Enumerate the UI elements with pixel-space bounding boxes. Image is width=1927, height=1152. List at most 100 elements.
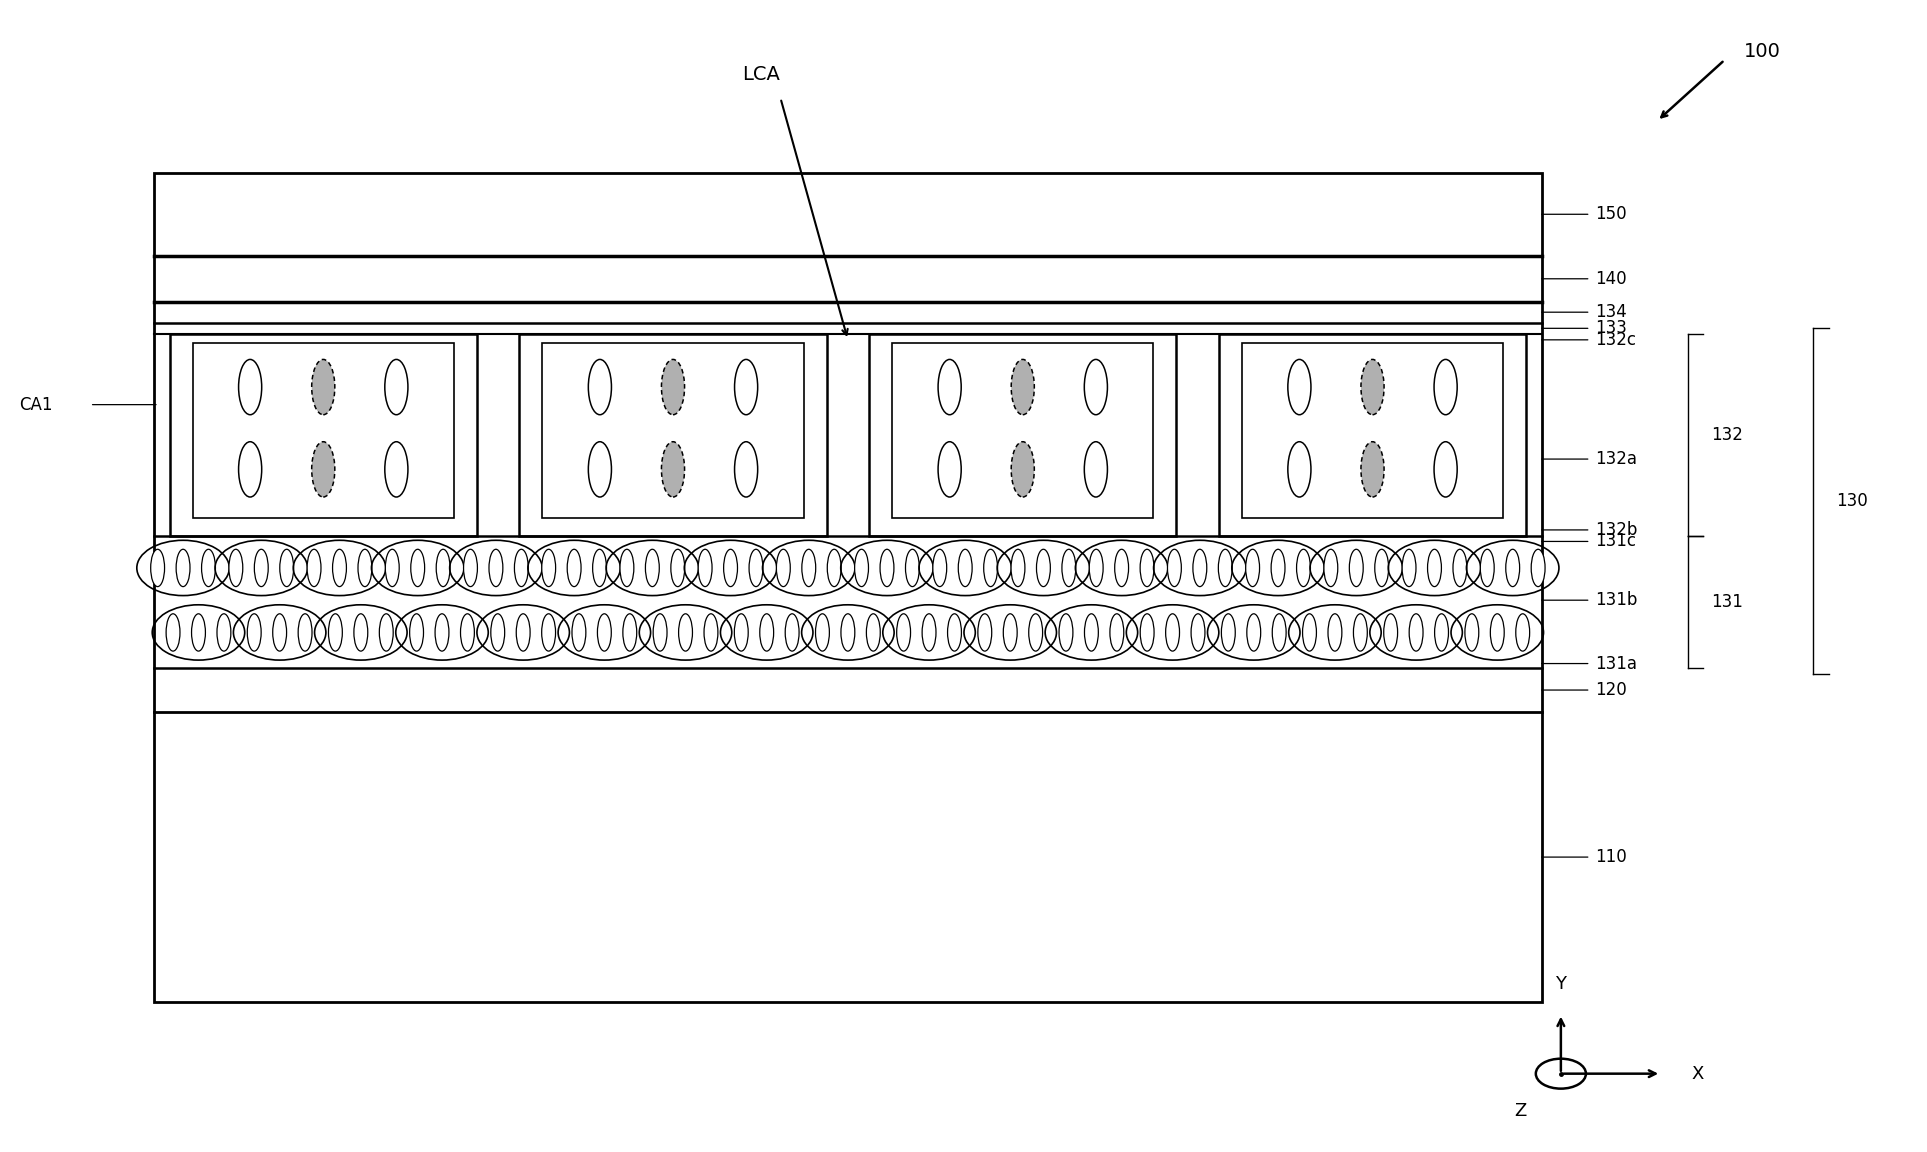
Text: 100: 100 (1744, 43, 1781, 61)
Ellipse shape (567, 550, 582, 586)
Ellipse shape (958, 550, 971, 586)
Ellipse shape (646, 550, 659, 586)
Text: 140: 140 (1596, 270, 1626, 288)
Ellipse shape (1303, 614, 1316, 651)
Text: Z: Z (1515, 1102, 1526, 1121)
Ellipse shape (588, 359, 611, 415)
Ellipse shape (734, 614, 748, 651)
Ellipse shape (239, 441, 262, 497)
Ellipse shape (1193, 550, 1206, 586)
Ellipse shape (541, 550, 555, 586)
Ellipse shape (1434, 441, 1457, 497)
Ellipse shape (759, 614, 773, 651)
Ellipse shape (1505, 550, 1520, 586)
Ellipse shape (1272, 550, 1285, 586)
Ellipse shape (1360, 441, 1384, 497)
Bar (892, 343, 1152, 518)
Text: 133: 133 (1596, 319, 1628, 338)
Ellipse shape (1168, 550, 1181, 586)
Ellipse shape (191, 614, 206, 651)
Ellipse shape (1434, 614, 1449, 651)
Ellipse shape (1403, 550, 1416, 586)
Ellipse shape (948, 614, 962, 651)
Ellipse shape (923, 614, 937, 651)
Ellipse shape (734, 359, 757, 415)
Ellipse shape (1287, 359, 1310, 415)
Ellipse shape (306, 550, 322, 586)
Ellipse shape (541, 614, 555, 651)
Ellipse shape (1012, 359, 1035, 415)
Ellipse shape (1012, 441, 1035, 497)
Ellipse shape (1532, 550, 1545, 586)
Text: Y: Y (1555, 975, 1567, 993)
Ellipse shape (1360, 359, 1384, 415)
Bar (869, 334, 1175, 536)
Ellipse shape (1247, 614, 1260, 651)
Bar (541, 343, 804, 518)
Ellipse shape (1428, 550, 1441, 586)
Ellipse shape (802, 550, 815, 586)
Text: X: X (1692, 1064, 1703, 1083)
Ellipse shape (229, 550, 243, 586)
Ellipse shape (622, 614, 636, 651)
Ellipse shape (597, 614, 611, 651)
Ellipse shape (202, 550, 216, 586)
Ellipse shape (1166, 614, 1179, 651)
Ellipse shape (464, 550, 478, 586)
Ellipse shape (1328, 614, 1341, 651)
Ellipse shape (1085, 441, 1108, 497)
Bar (170, 334, 476, 536)
Text: CA1: CA1 (19, 395, 52, 414)
Ellipse shape (1004, 614, 1017, 651)
Ellipse shape (279, 550, 293, 586)
Ellipse shape (881, 550, 894, 586)
Ellipse shape (1218, 550, 1231, 586)
Bar (154, 173, 1542, 1002)
Ellipse shape (358, 550, 372, 586)
Text: 110: 110 (1596, 848, 1626, 866)
Ellipse shape (1434, 359, 1457, 415)
Ellipse shape (678, 614, 692, 651)
Ellipse shape (734, 441, 757, 497)
Ellipse shape (1272, 614, 1285, 651)
Ellipse shape (516, 614, 530, 651)
Ellipse shape (385, 359, 409, 415)
Ellipse shape (312, 359, 335, 415)
Text: 120: 120 (1596, 681, 1626, 699)
Text: 132a: 132a (1596, 450, 1638, 468)
Ellipse shape (1114, 550, 1129, 586)
Ellipse shape (938, 359, 962, 415)
Ellipse shape (254, 550, 268, 586)
Ellipse shape (385, 441, 409, 497)
Ellipse shape (1324, 550, 1337, 586)
Ellipse shape (661, 359, 684, 415)
Ellipse shape (983, 550, 998, 586)
Ellipse shape (1012, 550, 1025, 586)
Ellipse shape (1141, 550, 1154, 586)
Ellipse shape (698, 550, 713, 586)
Ellipse shape (1141, 614, 1154, 651)
Ellipse shape (1453, 550, 1466, 586)
Ellipse shape (827, 550, 842, 586)
Ellipse shape (572, 614, 586, 651)
Ellipse shape (247, 614, 262, 651)
Text: 150: 150 (1596, 205, 1626, 223)
Ellipse shape (671, 550, 684, 586)
Ellipse shape (410, 550, 424, 586)
Bar (518, 334, 827, 536)
Ellipse shape (436, 614, 449, 651)
Text: 131: 131 (1711, 593, 1744, 611)
Text: 134: 134 (1596, 303, 1626, 321)
Ellipse shape (1029, 614, 1043, 651)
Ellipse shape (461, 614, 474, 651)
Ellipse shape (1245, 550, 1260, 586)
Ellipse shape (299, 614, 312, 651)
Ellipse shape (1222, 614, 1235, 651)
Ellipse shape (725, 550, 738, 586)
Ellipse shape (620, 550, 634, 586)
Ellipse shape (896, 614, 911, 651)
Text: 132: 132 (1711, 426, 1744, 444)
Ellipse shape (1384, 614, 1397, 651)
Ellipse shape (1037, 550, 1050, 586)
Ellipse shape (218, 614, 231, 651)
